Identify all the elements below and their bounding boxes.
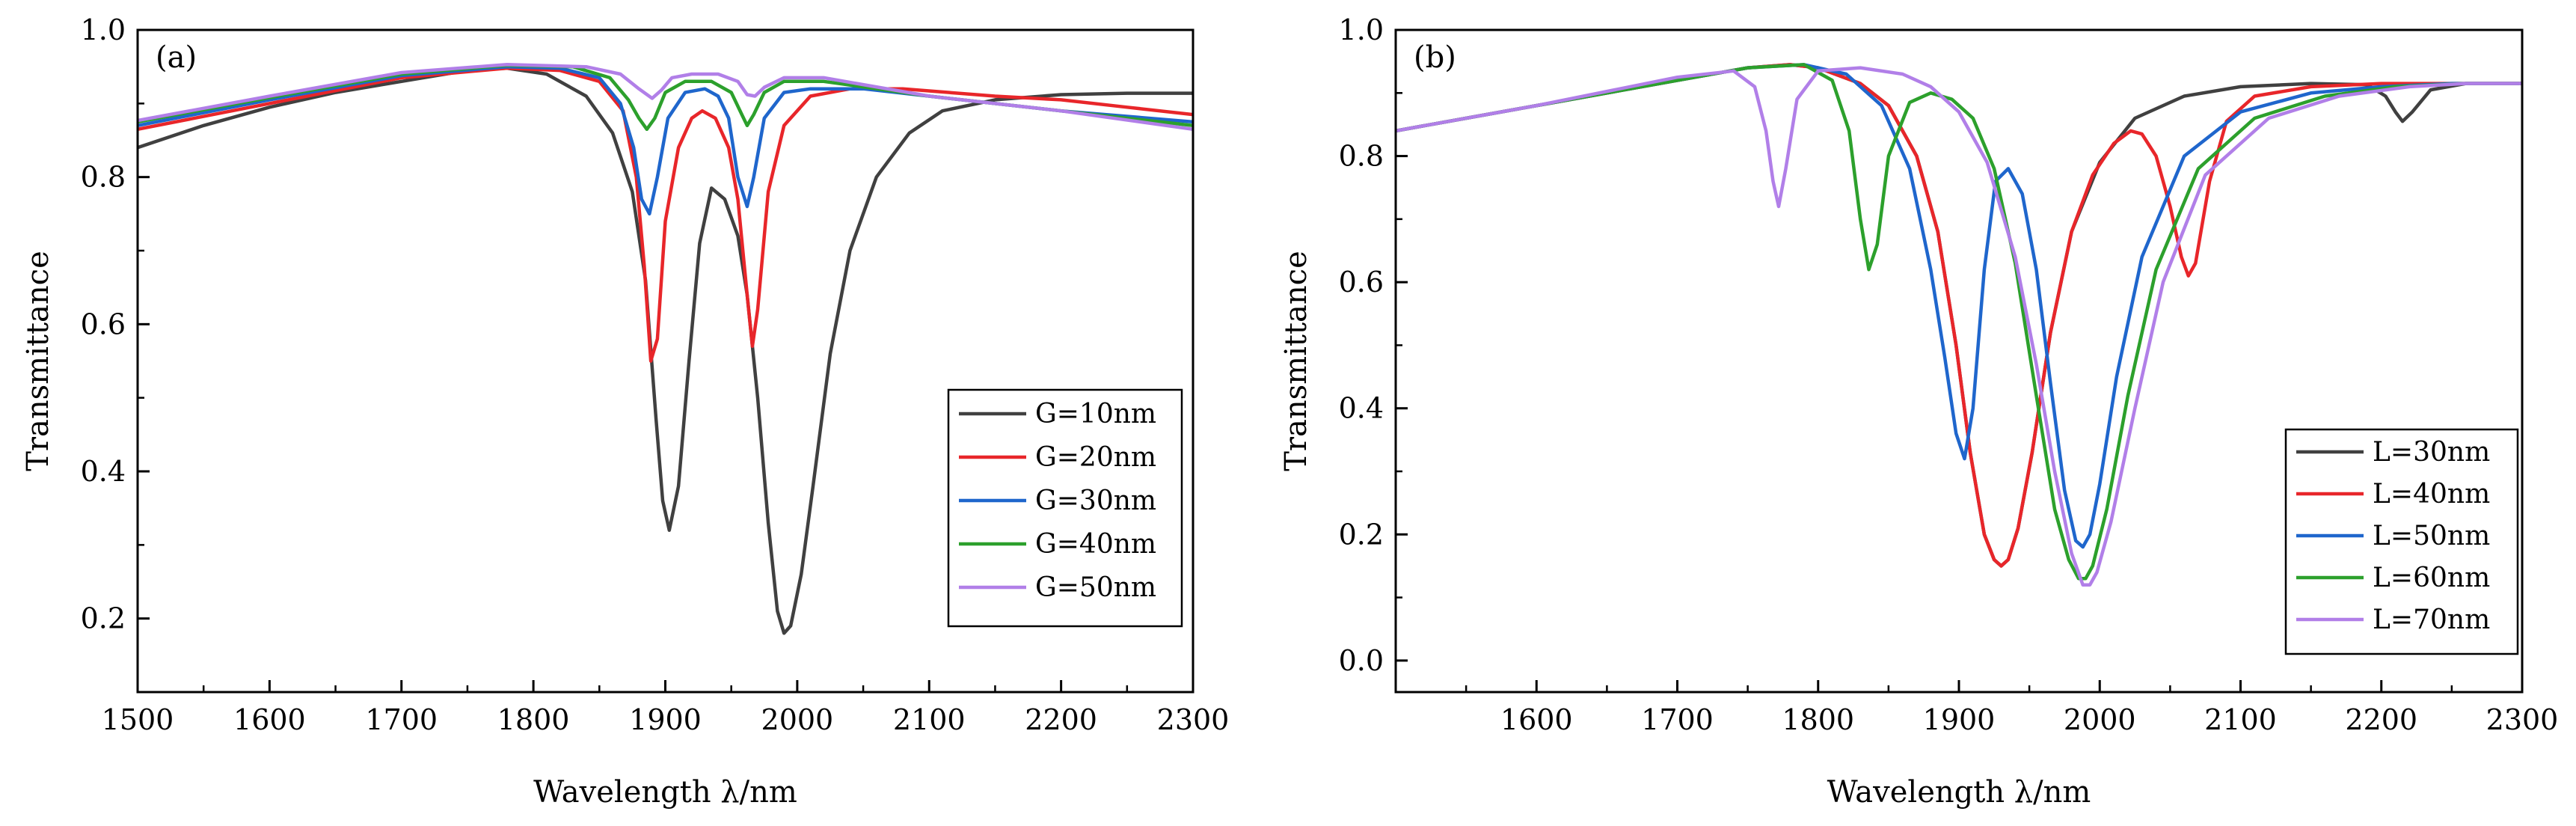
series-line-G=20nm [138, 66, 1193, 363]
x-tick-label: 2200 [2345, 703, 2417, 736]
x-tick-label: 2300 [2486, 703, 2559, 736]
x-tick-label: 2300 [1157, 703, 1230, 736]
series-line-G=50nm [138, 62, 1193, 132]
y-tick-label: 1.0 [81, 13, 126, 46]
legend-label: G=40nm [1035, 529, 1156, 560]
x-tick-label: 1800 [497, 703, 570, 736]
legend: L=30nm L=40nm L=50nm L=60nm L=70nm [2284, 428, 2519, 655]
chart-panel-b: 1600 1700 1800 1900 2000 2100 2200 2300 0.0 0.2 0.… [1279, 13, 2558, 810]
y-tick-label: 0.6 [1339, 266, 1384, 299]
chart-panel-a: 1500 1600 1700 1800 1900 2000 2100 2200 2300 0.2 0… [21, 13, 1229, 810]
series-line-G=30nm [138, 64, 1193, 216]
legend-label: G=20nm [1035, 442, 1156, 473]
x-axis-label: Wavelength λ/nm [1827, 775, 2091, 810]
y-tick-label: 0.2 [1339, 518, 1384, 551]
y-tick-label: 1.0 [1339, 13, 1384, 46]
x-tick-label: 1500 [102, 703, 174, 736]
legend-label: L=60nm [2373, 563, 2490, 593]
x-tick-label: 1900 [629, 703, 702, 736]
x-axis-label: Wavelength λ/nm [533, 775, 797, 810]
x-tick-label: 1800 [1782, 703, 1854, 736]
y-axis-label: Transmittance [1279, 251, 1313, 471]
legend-label: G=30nm [1035, 486, 1156, 516]
x-tick-label: 1700 [365, 703, 438, 736]
x-tick-label: 1700 [1641, 703, 1714, 736]
legend-label: G=50nm [1035, 572, 1156, 603]
y-tick-label: 0.8 [81, 161, 126, 194]
x-tick-label: 2100 [2204, 703, 2277, 736]
x-tick-label: 2200 [1025, 703, 1097, 736]
panel-label: (b) [1414, 40, 1456, 75]
legend-box [2284, 428, 2519, 655]
y-tick-label: 0.4 [1339, 392, 1384, 425]
series-line-L=50nm [1396, 63, 2522, 549]
y-tick-label: 0.0 [1339, 644, 1384, 677]
x-tick-label: 1900 [1923, 703, 1996, 736]
x-tick-label: 2100 [893, 703, 966, 736]
y-tick-label: 0.6 [81, 308, 126, 340]
legend-label: L=70nm [2373, 605, 2490, 635]
y-tick-label: 0.8 [1339, 140, 1384, 173]
legend-label: L=50nm [2373, 521, 2490, 551]
x-tick-label: 2000 [761, 703, 834, 736]
panel-label: (a) [156, 40, 197, 75]
y-tick-label: 0.2 [81, 602, 126, 635]
legend-label: L=30nm [2373, 437, 2490, 468]
legend-label: G=10nm [1035, 399, 1156, 429]
legend-label: L=40nm [2373, 479, 2490, 510]
legend: G=10nm G=20nm G=30nm G=40nm G=50nm [947, 388, 1183, 628]
x-tick-label: 2000 [2064, 703, 2136, 736]
x-tick-label: 1600 [1500, 703, 1573, 736]
y-axis-label: Transmittance [21, 251, 55, 471]
series-line-L=70nm [1396, 66, 2522, 587]
series-line-L=40nm [1396, 63, 2522, 568]
x-tick-label: 1600 [233, 703, 306, 736]
y-tick-label: 0.4 [81, 455, 126, 488]
